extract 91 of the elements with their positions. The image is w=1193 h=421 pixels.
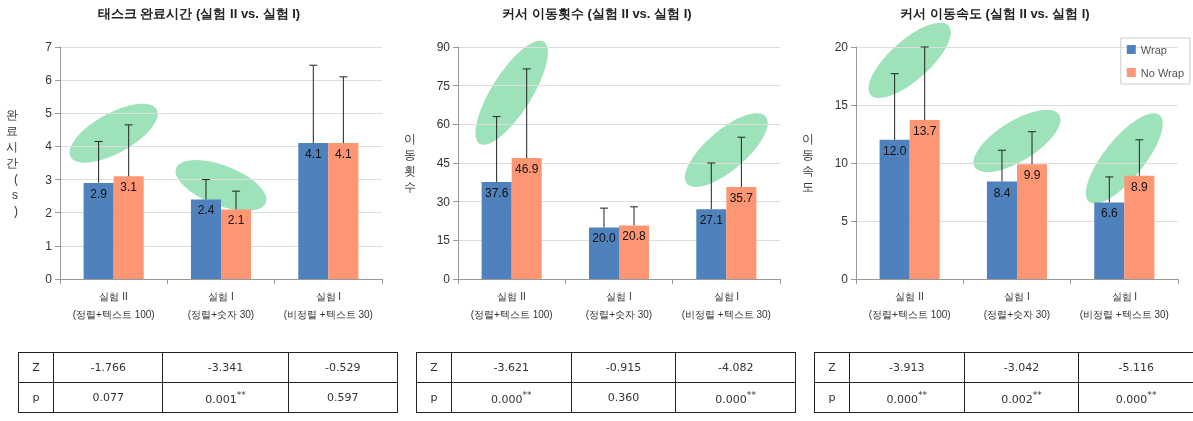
text: -3.042 bbox=[964, 352, 1079, 383]
data-label: 27.1 bbox=[699, 213, 724, 228]
y-tick-label: 75 bbox=[436, 78, 451, 93]
text: 0.000$^{**}$ bbox=[849, 382, 965, 413]
bar bbox=[113, 176, 144, 279]
y-tick-label: 4 bbox=[45, 139, 53, 154]
data-label: 2.4 bbox=[197, 203, 215, 218]
legend-label: Wrap bbox=[1140, 43, 1167, 56]
bar bbox=[879, 139, 910, 279]
bar bbox=[511, 158, 542, 279]
data-label: 20.0 bbox=[592, 231, 616, 246]
bar bbox=[909, 120, 940, 279]
data-label: 20.8 bbox=[622, 229, 647, 244]
y-axis-title: 완료시간(s) bbox=[6, 108, 18, 218]
y-tick-label: 15 bbox=[436, 233, 451, 248]
bar bbox=[588, 227, 619, 279]
data-label: 37.6 bbox=[484, 186, 509, 201]
y-tick-label: 15 bbox=[834, 98, 849, 112]
data-label: 8.4 bbox=[993, 185, 1011, 200]
bar bbox=[83, 182, 114, 279]
y-axis-title: 이동속도 bbox=[802, 132, 814, 194]
y-tick-label: 7 bbox=[45, 40, 53, 54]
y-tick-label: 30 bbox=[436, 194, 451, 209]
text: 0.001$^{**}$ bbox=[162, 382, 289, 413]
x-tick-label: 실험 I (정렬+숫자 30) bbox=[585, 290, 653, 320]
text: 0.000$^{**}$ bbox=[675, 382, 796, 413]
text: -3.621 bbox=[451, 352, 572, 383]
text: 0.002$^{**}$ bbox=[964, 382, 1079, 413]
legend-label: No Wrap bbox=[1140, 66, 1184, 79]
text: p bbox=[416, 382, 452, 413]
data-label: 9.9 bbox=[1023, 168, 1041, 183]
bar bbox=[328, 143, 359, 279]
bar bbox=[619, 225, 650, 279]
text: -3.341 bbox=[162, 352, 289, 383]
y-tick-label: 0 bbox=[443, 272, 451, 286]
text: -5.116 bbox=[1078, 352, 1193, 383]
text: 0.000$^{**}$ bbox=[451, 382, 572, 413]
y-tick-label: 3 bbox=[45, 172, 53, 187]
text: -0.529 bbox=[288, 352, 398, 383]
x-tick-label: 실험 II (정렬+텍스트 100) bbox=[868, 290, 951, 320]
x-tick-label: 실험 I (비정렬 +텍스트 30) bbox=[681, 290, 771, 320]
text: Z bbox=[18, 352, 54, 383]
text: -3.913 bbox=[849, 352, 965, 383]
bar bbox=[298, 143, 329, 279]
y-tick-label: 5 bbox=[841, 214, 849, 228]
data-label: 35.7 bbox=[729, 190, 754, 205]
y-tick-label: 1 bbox=[45, 238, 53, 253]
chart-title: 커서 이동횟수 (실험 II vs. 실험 I) bbox=[502, 6, 692, 21]
data-label: 13.7 bbox=[913, 124, 937, 139]
data-label: 3.1 bbox=[120, 180, 138, 195]
text: -4.082 bbox=[675, 352, 796, 383]
text: p bbox=[814, 382, 850, 413]
data-label: 4.1 bbox=[335, 147, 353, 162]
data-label: 8.9 bbox=[1131, 179, 1149, 194]
text: -1.766 bbox=[53, 352, 163, 383]
text: 0.077 bbox=[53, 382, 163, 413]
text: Z bbox=[814, 352, 850, 383]
y-tick-label: 45 bbox=[436, 156, 451, 170]
y-tick-label: 20 bbox=[834, 40, 849, 54]
data-label: 4.1 bbox=[304, 147, 322, 162]
text: -0.915 bbox=[571, 352, 676, 383]
data-label: 2.9 bbox=[90, 186, 108, 201]
x-tick-label: 실험 I (비정렬 +텍스트 30) bbox=[283, 290, 373, 320]
bar bbox=[481, 182, 512, 279]
text: Z bbox=[416, 352, 452, 383]
y-tick-label: 6 bbox=[45, 73, 53, 88]
data-label: 12.0 bbox=[882, 143, 907, 158]
x-tick-label: 실험 I (비정렬 +텍스트 30) bbox=[1079, 290, 1169, 320]
data-label: 6.6 bbox=[1100, 206, 1118, 221]
text: p bbox=[18, 382, 54, 413]
text: 0.000$^{**}$ bbox=[1078, 382, 1193, 413]
x-tick-label: 실험 II (정렬+텍스트 100) bbox=[470, 290, 553, 320]
data-label: 46.9 bbox=[515, 162, 539, 177]
y-tick-label: 0 bbox=[45, 272, 53, 286]
y-tick-label: 5 bbox=[45, 106, 53, 121]
y-tick-label: 0 bbox=[841, 272, 849, 286]
bar bbox=[986, 181, 1017, 279]
y-tick-label: 10 bbox=[834, 156, 849, 170]
y-tick-label: 90 bbox=[436, 40, 451, 54]
y-axis-title: 이동횟수 bbox=[404, 132, 416, 194]
text: 0.597 bbox=[288, 382, 398, 413]
text: 0.360 bbox=[571, 382, 676, 413]
data-label: 2.1 bbox=[227, 213, 245, 228]
x-tick-label: 실험 I (정렬+숫자 30) bbox=[187, 290, 255, 320]
x-tick-label: 실험 II (정렬+텍스트 100) bbox=[72, 290, 155, 320]
y-tick-label: 60 bbox=[436, 117, 451, 132]
y-tick-label: 2 bbox=[45, 205, 53, 220]
x-tick-label: 실험 I (정렬+숫자 30) bbox=[983, 290, 1051, 320]
chart-title: 커서 이동속도 (실험 II vs. 실험 I) bbox=[900, 6, 1090, 21]
chart-title: 태스크 완료시간 (실험 II vs. 실험 I) bbox=[97, 6, 301, 21]
bar bbox=[696, 209, 727, 279]
